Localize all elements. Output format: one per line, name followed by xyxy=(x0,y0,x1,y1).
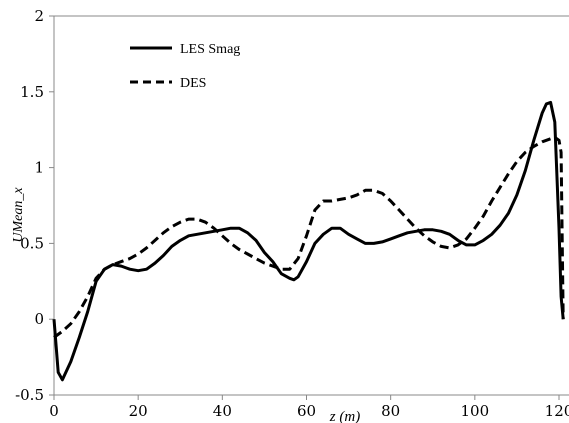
x-tick-label: 20 xyxy=(129,402,148,420)
series-line-des xyxy=(53,135,565,339)
x-axis-ticks: 0 20 40 60 80 100 120 xyxy=(49,395,569,420)
y-axis-ticks: -0.5 0 0.5 1 1.5 2 xyxy=(15,7,54,404)
legend: LES Smag DES xyxy=(130,42,240,91)
legend-label-les-smag: LES Smag xyxy=(180,42,240,57)
y-tick-label: -0.5 xyxy=(15,386,44,404)
x-axis-label: z (m) xyxy=(329,409,360,423)
y-axis-label: UMean_x xyxy=(11,187,26,243)
x-tick-label: 0 xyxy=(49,402,59,420)
y-tick-label: 1.5 xyxy=(20,83,44,101)
y-tick-label: 2 xyxy=(34,7,44,25)
x-tick-label: 120 xyxy=(545,402,569,420)
plot-area xyxy=(53,15,569,396)
x-tick-label: 100 xyxy=(461,402,490,420)
y-tick-label: 1 xyxy=(34,159,44,177)
y-tick-label: 0 xyxy=(34,310,44,328)
series-layer xyxy=(52,100,565,382)
x-tick-label: 60 xyxy=(297,402,316,420)
x-tick-label: 40 xyxy=(213,402,232,420)
legend-label-des: DES xyxy=(180,76,206,91)
x-tick-label: 80 xyxy=(381,402,400,420)
y-tick-label: 0.5 xyxy=(20,234,44,252)
series-line-les-smag xyxy=(52,100,565,382)
